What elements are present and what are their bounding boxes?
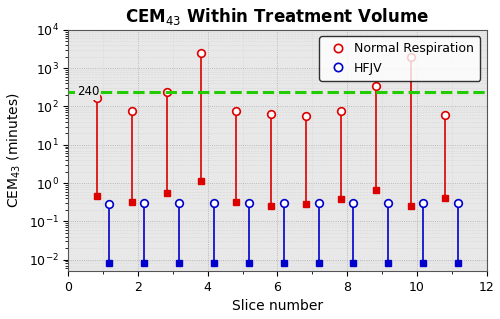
Y-axis label: CEM$_{43}$ (minutes): CEM$_{43}$ (minutes) bbox=[6, 93, 23, 208]
Text: 240: 240 bbox=[76, 85, 99, 99]
Legend: Normal Respiration, HFJV: Normal Respiration, HFJV bbox=[319, 36, 480, 81]
Title: CEM$_{43}$ Within Treatment Volume: CEM$_{43}$ Within Treatment Volume bbox=[126, 5, 430, 26]
X-axis label: Slice number: Slice number bbox=[232, 300, 323, 314]
